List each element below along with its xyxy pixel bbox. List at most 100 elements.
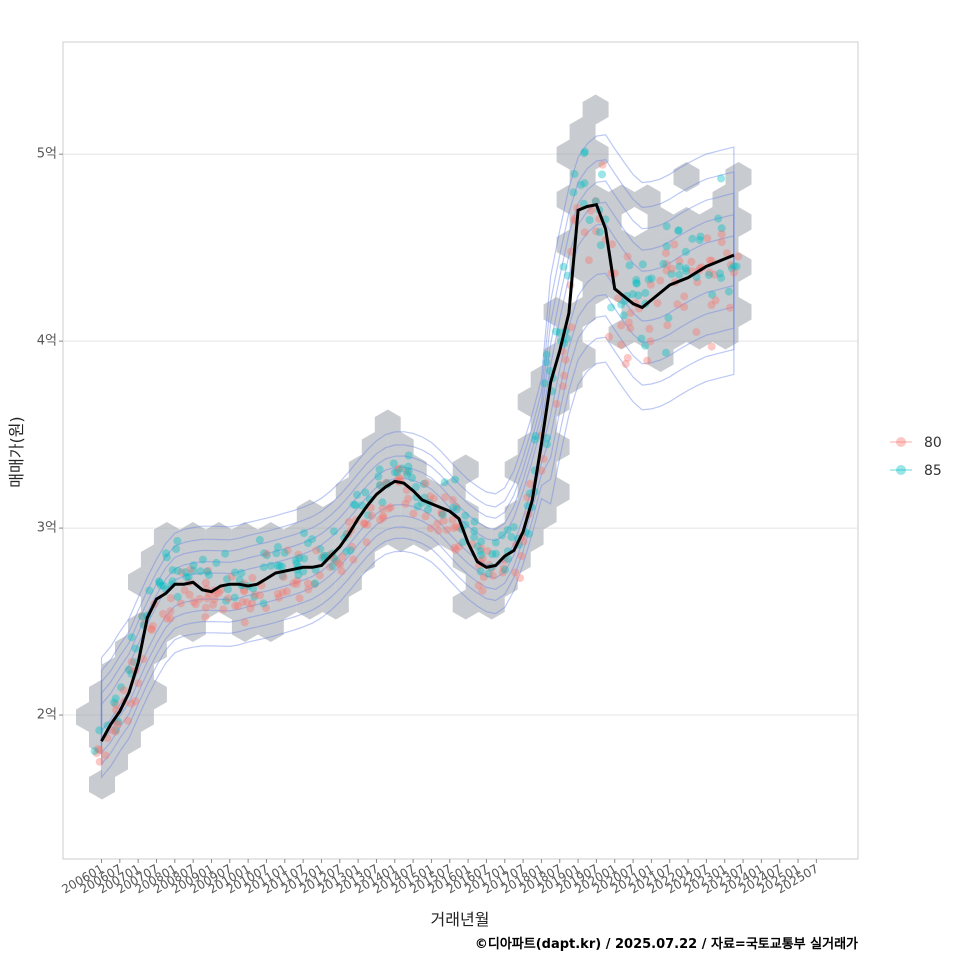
caption: ©디아파트(dapt.kr) / 2025.07.22 / 자료=국토교통부 실… — [475, 936, 858, 952]
data-point-85 — [675, 270, 684, 279]
data-point-80 — [673, 300, 682, 309]
data-point-80 — [279, 573, 288, 582]
data-point-80 — [450, 543, 459, 552]
data-point-80 — [378, 504, 387, 513]
y-tick-label: 3억 — [37, 521, 57, 536]
hexbin-cell — [543, 477, 570, 507]
data-point-85 — [637, 334, 646, 343]
data-point-80 — [451, 545, 460, 554]
data-point-85 — [404, 462, 413, 471]
data-point-80 — [693, 278, 702, 287]
data-point-85 — [221, 549, 230, 558]
data-point-80 — [401, 499, 410, 508]
data-point-80 — [360, 519, 369, 528]
data-point-85 — [259, 599, 268, 608]
data-point-80 — [386, 503, 395, 512]
hexbin-cell — [205, 522, 232, 552]
hexbin-cell — [270, 589, 297, 620]
data-point-80 — [278, 588, 287, 597]
data-point-80 — [376, 516, 385, 524]
data-point-85 — [275, 561, 284, 570]
data-point-85 — [498, 531, 506, 540]
data-point-85 — [114, 717, 123, 726]
data-point-80 — [499, 564, 508, 573]
data-point-85 — [461, 511, 470, 520]
data-point-85 — [278, 571, 287, 580]
data-point-85 — [595, 228, 604, 237]
hexbin-cell — [322, 589, 349, 620]
data-point-80 — [242, 598, 251, 607]
hexbin-cell — [543, 297, 570, 327]
hexbin-cell — [413, 522, 440, 552]
data-point-80 — [474, 581, 483, 590]
data-point-85 — [237, 568, 246, 577]
data-point-80 — [680, 292, 689, 301]
data-point-85 — [662, 348, 670, 357]
data-point-85 — [488, 550, 497, 558]
hexbin-cell — [712, 274, 739, 305]
data-point-85 — [730, 262, 738, 271]
hexbin-cell — [153, 522, 180, 552]
hexbin-cell — [374, 409, 401, 440]
data-point-85 — [542, 440, 551, 449]
trend-line — [100, 202, 735, 742]
data-point-80 — [409, 509, 418, 518]
data-point-80 — [134, 679, 143, 688]
legend-key-85 — [896, 465, 906, 475]
data-point-80 — [189, 597, 198, 606]
hexbin-cell — [647, 297, 674, 327]
data-point-80 — [478, 586, 487, 595]
hexbin-cell — [439, 477, 466, 507]
data-point-80 — [643, 356, 652, 365]
hexbin-cell — [231, 567, 258, 597]
data-point-85 — [688, 234, 697, 243]
y-tick-label: 2억 — [37, 708, 57, 723]
data-point-85 — [638, 260, 647, 269]
contour-line — [100, 134, 735, 779]
data-point-85 — [389, 459, 398, 468]
hexbin-cell — [725, 207, 752, 237]
hexbin-cell — [179, 612, 206, 642]
data-point-80 — [519, 537, 528, 546]
data-point-85 — [408, 473, 416, 482]
data-point-85 — [390, 468, 399, 477]
data-point-80 — [360, 519, 369, 528]
data-point-80 — [663, 321, 672, 330]
data-point-80 — [186, 565, 195, 574]
data-point-85 — [585, 216, 594, 224]
y-axis-title: 매매가(원) — [7, 416, 26, 487]
data-point-80 — [240, 587, 249, 596]
hexbin-cell — [257, 612, 284, 642]
data-point-85 — [328, 562, 337, 571]
data-point-85 — [189, 566, 198, 575]
data-point-80 — [256, 591, 264, 600]
hexbin-cell — [725, 162, 752, 192]
data-point-80 — [626, 324, 635, 333]
data-point-85 — [531, 432, 540, 440]
hexbin-cell — [621, 252, 648, 282]
data-point-80 — [113, 718, 122, 727]
data-point-80 — [560, 371, 569, 380]
hexbin-cell — [660, 229, 687, 260]
data-point-85 — [569, 188, 578, 197]
data-point-85 — [580, 179, 589, 188]
data-point-80 — [127, 657, 136, 666]
hexbin-cell — [257, 522, 284, 552]
hexbin-cell — [400, 454, 427, 485]
hexbin-cell — [660, 319, 687, 350]
data-point-80 — [646, 280, 655, 289]
data-point-80 — [730, 268, 739, 277]
data-point-85 — [273, 543, 282, 551]
scatter-points — [90, 147, 743, 766]
hexbin-cell — [725, 252, 752, 282]
data-point-85 — [509, 523, 518, 532]
hexbin-cell — [699, 207, 726, 237]
legend-label-80: 80 — [924, 435, 942, 451]
hexbin-cell — [244, 544, 271, 575]
hexbin-cell — [140, 679, 167, 710]
hexbin-cell — [452, 454, 479, 485]
data-point-85 — [717, 273, 726, 282]
hexbin-cell — [569, 297, 596, 327]
data-point-85 — [155, 577, 164, 586]
data-point-85 — [255, 536, 264, 544]
